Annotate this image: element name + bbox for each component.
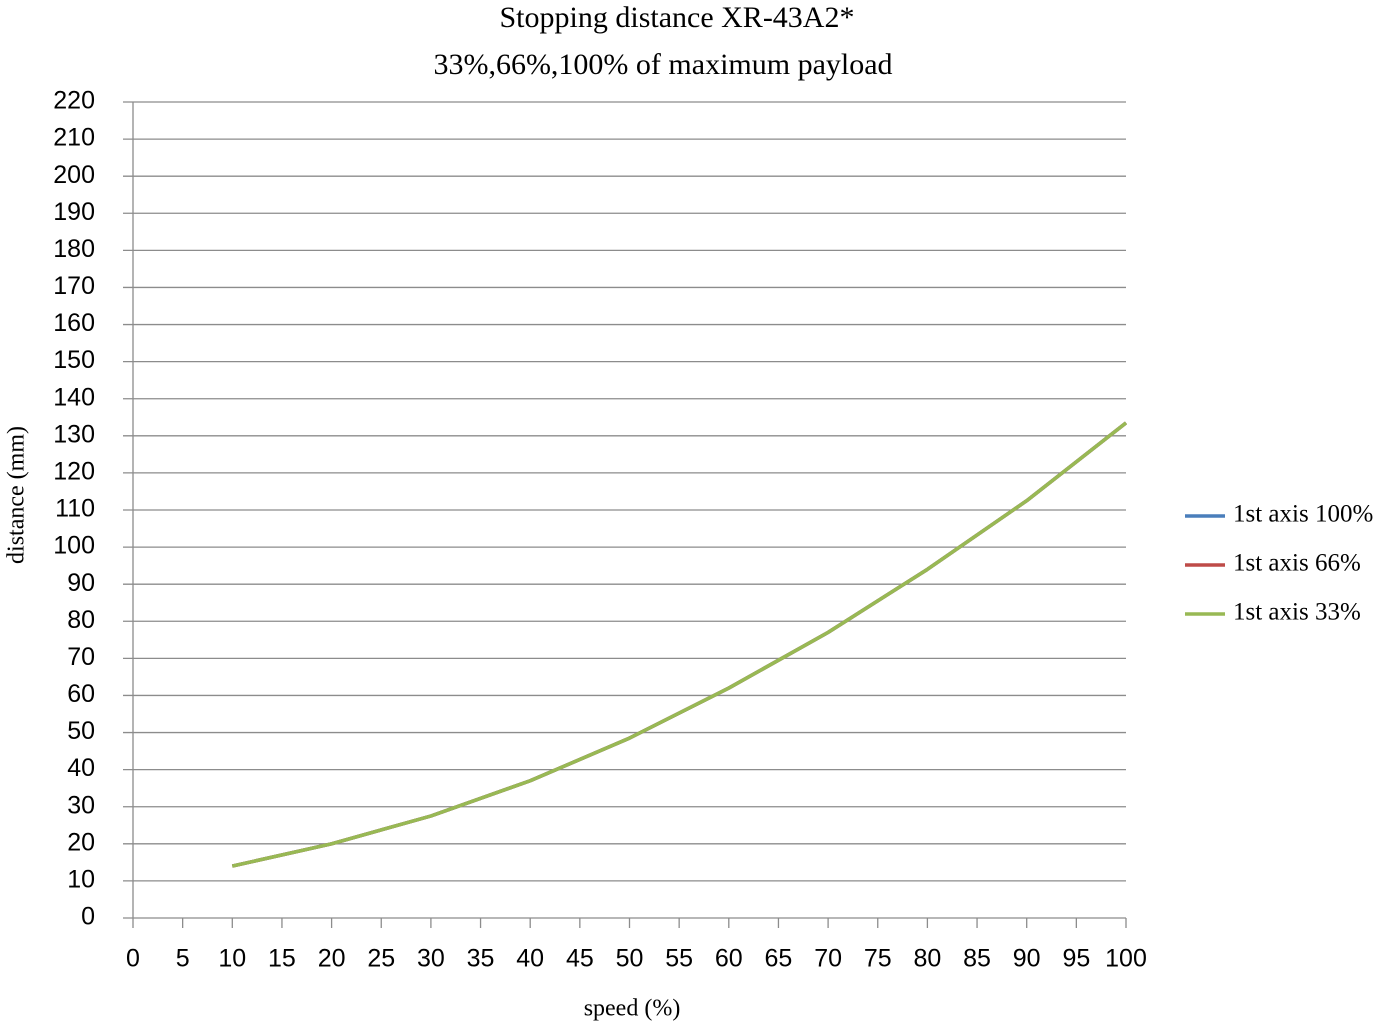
x-tick-label: 50 <box>616 945 644 973</box>
y-tick-label: 210 <box>53 124 95 152</box>
y-tick-label: 0 <box>81 903 95 931</box>
x-tick-label: 5 <box>176 945 190 973</box>
x-tick-label: 80 <box>913 945 941 973</box>
x-axis-label: speed (%) <box>584 996 681 1022</box>
x-tick-label: 55 <box>665 945 693 973</box>
chart-title: Stopping distance XR-43A2* <box>500 1 855 34</box>
x-tick-label: 15 <box>268 945 296 973</box>
y-tick-label: 130 <box>53 420 95 448</box>
x-tick-label: 0 <box>126 945 140 973</box>
x-tick-label: 95 <box>1062 945 1090 973</box>
data-line <box>231 421 1128 868</box>
y-tick-label: 20 <box>67 828 95 856</box>
x-tick-label: 60 <box>715 945 743 973</box>
y-tick-label: 150 <box>53 346 95 374</box>
x-tick-label: 35 <box>467 945 495 973</box>
y-axis-label: distance (mm) <box>4 426 30 564</box>
y-tick-label: 80 <box>67 606 95 634</box>
data-line <box>231 421 1128 868</box>
x-tick-label: 45 <box>566 945 594 973</box>
y-tick-label: 30 <box>67 791 95 819</box>
y-tick-label: 200 <box>53 161 95 189</box>
x-tick-label: 65 <box>765 945 793 973</box>
x-tick-label: 25 <box>367 945 395 973</box>
x-tick-label: 10 <box>218 945 246 973</box>
y-tick-label: 70 <box>67 643 95 671</box>
legend-label: 1st axis 66% <box>1233 550 1361 577</box>
legend-label: 1st axis 33% <box>1233 599 1361 626</box>
x-tick-label: 40 <box>516 945 544 973</box>
x-tick-label: 85 <box>963 945 991 973</box>
x-tick-label: 70 <box>814 945 842 973</box>
y-tick-label: 160 <box>53 309 95 337</box>
y-tick-label: 140 <box>53 383 95 411</box>
y-tick-label: 50 <box>67 717 95 745</box>
y-tick-label: 220 <box>53 87 95 115</box>
y-tick-label: 180 <box>53 235 95 263</box>
y-tick-label: 190 <box>53 198 95 226</box>
y-tick-label: 10 <box>67 866 95 894</box>
x-tick-label: 20 <box>318 945 346 973</box>
y-tick-label: 40 <box>67 754 95 782</box>
y-tick-label: 90 <box>67 569 95 597</box>
chart-subtitle: 33%,66%,100% of maximum payload <box>433 48 892 81</box>
x-tick-label: 90 <box>1013 945 1041 973</box>
x-tick-label: 75 <box>864 945 892 973</box>
x-tick-label: 30 <box>417 945 445 973</box>
y-tick-label: 110 <box>55 495 95 523</box>
x-tick-label: 100 <box>1105 945 1147 973</box>
data-line <box>231 421 1128 868</box>
y-tick-label: 120 <box>53 458 95 486</box>
y-tick-label: 60 <box>67 680 95 708</box>
y-tick-label: 170 <box>53 272 95 300</box>
y-tick-label: 100 <box>53 532 95 560</box>
legend-label: 1st axis 100% <box>1233 501 1373 528</box>
